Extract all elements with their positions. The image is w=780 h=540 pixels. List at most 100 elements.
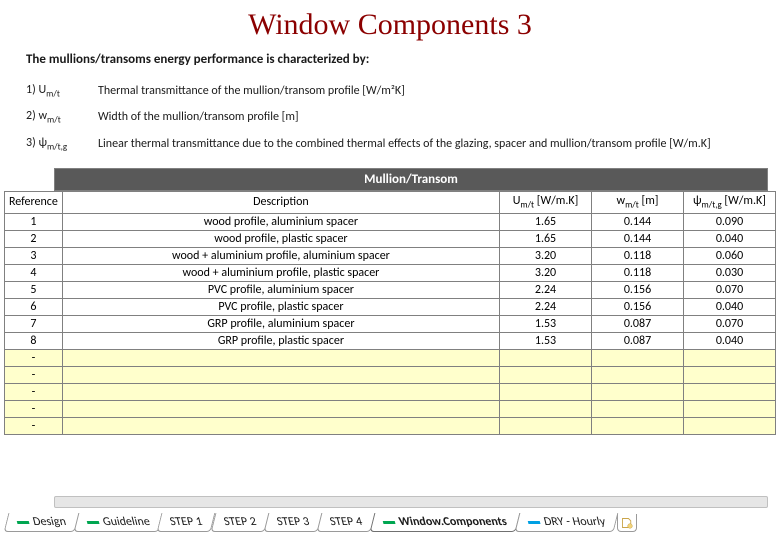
table-band: Mullion/Transom: [54, 168, 768, 191]
param-desc: Thermal transmittance of the mullion/tra…: [98, 83, 731, 99]
page-title: Window Components 3: [0, 0, 780, 52]
table-row: 4wood + aluminium profile, plastic space…: [5, 264, 776, 281]
cell-ref: 6: [5, 298, 63, 315]
cell-desc: wood + aluminium profile, aluminium spac…: [62, 247, 499, 264]
cell-ref: 2: [5, 230, 63, 247]
cell-psi: 0.070: [684, 315, 776, 332]
cell-u: 1.53: [500, 315, 592, 332]
param-desc: Width of the mullion/transom profile [m]: [98, 109, 731, 125]
cell-u: 3.20: [500, 247, 592, 264]
param-label: 1) Um/t: [26, 83, 98, 99]
tab-dry-hourly[interactable]: DRY - Hourly: [514, 513, 618, 532]
table-row: 3wood + aluminium profile, aluminium spa…: [5, 247, 776, 264]
sheet-tabstrip: Design Guideline STEP 1 STEP 2 STEP 3 ST…: [4, 510, 776, 532]
cell-desc: GRP profile, plastic spacer: [62, 332, 499, 349]
tab-step4[interactable]: STEP 4: [317, 513, 376, 532]
cell-psi: 0.040: [684, 332, 776, 349]
param-label: 2) wm/t: [26, 109, 98, 125]
tab-guideline[interactable]: Guideline: [73, 513, 162, 532]
tab-design[interactable]: Design: [4, 513, 80, 532]
cell-w: 0.144: [592, 230, 684, 247]
table-region: Mullion/Transom Reference Description Um…: [0, 162, 780, 434]
cell-empty: [500, 383, 592, 400]
cell-w: 0.156: [592, 298, 684, 315]
cell-ref: -: [5, 417, 63, 434]
cell-u: 1.53: [500, 332, 592, 349]
param-label: 3) ψm/t,g: [26, 136, 98, 152]
tab-step3[interactable]: STEP 3: [263, 513, 322, 532]
cell-u: 2.24: [500, 281, 592, 298]
cell-w: 0.087: [592, 332, 684, 349]
cell-w: 0.087: [592, 315, 684, 332]
param-list: 1) Um/t Thermal transmittance of the mul…: [0, 73, 757, 162]
cell-empty: [684, 366, 776, 383]
cell-ref: -: [5, 383, 63, 400]
cell-ref: 5: [5, 281, 63, 298]
cell-w: 0.118: [592, 247, 684, 264]
cell-ref: -: [5, 400, 63, 417]
cell-psi: 0.090: [684, 213, 776, 230]
cell-empty: [500, 400, 592, 417]
table-row-empty: -: [5, 349, 776, 366]
cell-empty: [62, 400, 499, 417]
cell-desc: GRP profile, aluminium spacer: [62, 315, 499, 332]
cell-empty: [592, 417, 684, 434]
param-desc: Linear thermal transmittance due to the …: [98, 136, 731, 152]
table-row: 7GRP profile, aluminium spacer1.530.0870…: [5, 315, 776, 332]
col-u: Um/t [W/m.K]: [500, 192, 592, 213]
bottom-area: Design Guideline STEP 1 STEP 2 STEP 3 ST…: [4, 496, 776, 532]
tab-step1[interactable]: STEP 1: [157, 513, 216, 532]
table-row-empty: -: [5, 400, 776, 417]
cell-empty: [592, 349, 684, 366]
cell-empty: [684, 400, 776, 417]
cell-u: 3.20: [500, 264, 592, 281]
cell-ref: 7: [5, 315, 63, 332]
cell-desc: wood + aluminium profile, plastic spacer: [62, 264, 499, 281]
table-row: 1wood profile, aluminium spacer1.650.144…: [5, 213, 776, 230]
new-sheet-icon[interactable]: [617, 514, 637, 532]
cell-empty: [684, 349, 776, 366]
cell-empty: [592, 366, 684, 383]
col-w: wm/t [m]: [592, 192, 684, 213]
col-reference: Reference: [5, 192, 63, 213]
table-row-empty: -: [5, 417, 776, 434]
cell-desc: PVC profile, aluminium spacer: [62, 281, 499, 298]
table-row: 8GRP profile, plastic spacer1.530.0870.0…: [5, 332, 776, 349]
cell-desc: wood profile, aluminium spacer: [62, 213, 499, 230]
cell-empty: [62, 349, 499, 366]
table-header-row: Reference Description Um/t [W/m.K] wm/t …: [5, 192, 776, 213]
cell-empty: [62, 366, 499, 383]
cell-desc: wood profile, plastic spacer: [62, 230, 499, 247]
cell-psi: 0.040: [684, 230, 776, 247]
table-row-empty: -: [5, 366, 776, 383]
cell-ref: 3: [5, 247, 63, 264]
cell-ref: 4: [5, 264, 63, 281]
cell-empty: [500, 366, 592, 383]
cell-empty: [62, 383, 499, 400]
cell-u: 1.65: [500, 213, 592, 230]
cell-empty: [62, 417, 499, 434]
tab-window-components[interactable]: Window.Components: [370, 513, 520, 532]
param-row: 3) ψm/t,g Linear thermal transmittance d…: [26, 136, 731, 152]
cell-w: 0.118: [592, 264, 684, 281]
cell-ref: -: [5, 366, 63, 383]
cell-empty: [592, 400, 684, 417]
tab-step2[interactable]: STEP 2: [210, 513, 269, 532]
table-row: 5PVC profile, aluminium spacer2.240.1560…: [5, 281, 776, 298]
cell-u: 1.65: [500, 230, 592, 247]
cell-empty: [684, 417, 776, 434]
cell-desc: PVC profile, plastic spacer: [62, 298, 499, 315]
param-row: 1) Um/t Thermal transmittance of the mul…: [26, 83, 731, 99]
cell-empty: [592, 383, 684, 400]
cell-psi: 0.070: [684, 281, 776, 298]
mullion-table: Reference Description Um/t [W/m.K] wm/t …: [4, 191, 776, 434]
col-description: Description: [62, 192, 499, 213]
cell-ref: 8: [5, 332, 63, 349]
param-row: 2) wm/t Width of the mullion/transom pro…: [26, 109, 731, 125]
col-psi: ψm/t,g [W/m.K]: [684, 192, 776, 213]
table-row: 2wood profile, plastic spacer1.650.1440.…: [5, 230, 776, 247]
cell-psi: 0.060: [684, 247, 776, 264]
table-row: 6PVC profile, plastic spacer2.240.1560.0…: [5, 298, 776, 315]
horizontal-scrollbar[interactable]: [54, 496, 768, 508]
cell-empty: [500, 349, 592, 366]
